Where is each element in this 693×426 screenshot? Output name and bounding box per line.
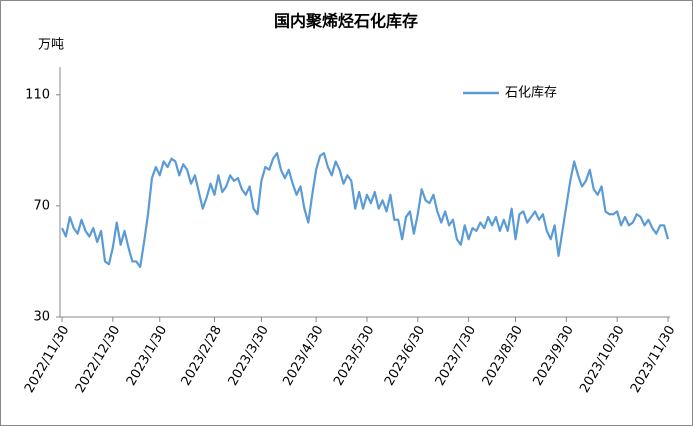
- y-unit: 万吨: [38, 38, 64, 53]
- line-series: [61, 152, 670, 269]
- y-tick-label: 110: [25, 87, 50, 102]
- chart-title: 国内聚烯烃石化库存: [274, 12, 418, 31]
- legend-label: 石化库存: [505, 85, 557, 101]
- y-tick-label: 30: [33, 310, 50, 325]
- y-tick-label: 70: [33, 198, 50, 213]
